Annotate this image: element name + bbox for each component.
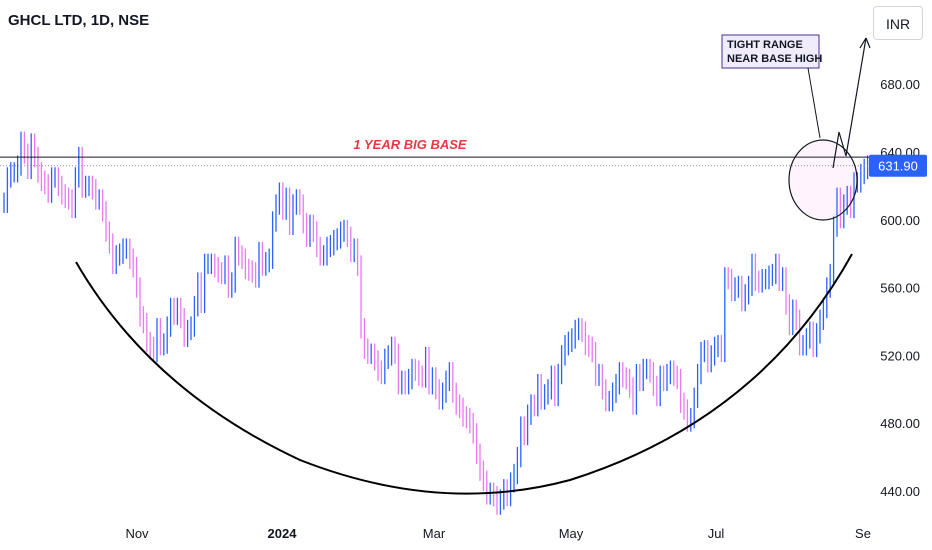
tight-range-ellipse[interactable] — [788, 139, 858, 221]
x-tick-label: Mar — [423, 526, 446, 541]
annotation-pointer — [807, 67, 821, 139]
base-label: 1 YEAR BIG BASE — [353, 137, 467, 152]
y-tick-label: 600.00 — [880, 213, 920, 228]
cup-curve[interactable] — [75, 253, 853, 495]
y-tick-label: 440.00 — [880, 484, 920, 499]
annotation-line-2: NEAR BASE HIGH — [727, 53, 822, 65]
y-tick-label: 680.00 — [880, 77, 920, 92]
annotation-box — [721, 34, 820, 69]
tight-range-annotation[interactable]: TIGHT RANGE NEAR BASE HIGH — [721, 34, 822, 139]
arrow-head-icon — [859, 37, 871, 49]
y-tick-label: 520.00 — [880, 348, 920, 363]
x-tick-label: 2024 — [268, 526, 298, 541]
x-tick-label: Se — [855, 526, 871, 541]
last-price-value: 631.90 — [878, 159, 918, 174]
chart-title: GHCL LTD, 1D, NSE — [8, 12, 150, 29]
last-price-tag: 631.90 — [869, 154, 927, 177]
breakout-arrow[interactable] — [832, 37, 867, 169]
x-tick-label: May — [559, 526, 584, 541]
y-axis[interactable]: 680.00640.00600.00560.00520.00480.00440.… — [880, 77, 920, 499]
x-axis[interactable]: Nov 2024 Mar May Jul Se — [125, 526, 871, 541]
last-price-tag-bg — [869, 154, 927, 177]
x-tick-label: Nov — [125, 526, 149, 541]
x-tick-label: Jul — [708, 526, 725, 541]
y-tick-label: 480.00 — [880, 416, 920, 431]
currency-button[interactable]: INR — [873, 6, 923, 40]
ohlc-bars — [3, 131, 869, 515]
y-tick-label: 560.00 — [880, 281, 920, 296]
annotation-line-1: TIGHT RANGE — [727, 39, 803, 51]
